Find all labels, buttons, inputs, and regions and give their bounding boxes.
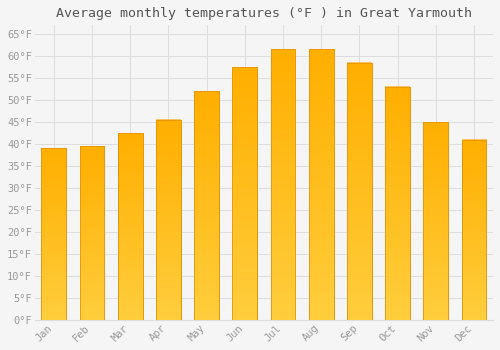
Bar <box>347 63 372 320</box>
Bar <box>80 146 104 320</box>
Bar <box>80 146 104 320</box>
Bar <box>270 49 295 320</box>
Title: Average monthly temperatures (°F ) in Great Yarmouth: Average monthly temperatures (°F ) in Gr… <box>56 7 472 20</box>
Bar <box>232 67 257 320</box>
Bar <box>118 133 142 320</box>
Bar <box>156 120 181 320</box>
Bar <box>309 49 334 320</box>
Bar <box>118 133 142 320</box>
Bar <box>232 67 257 320</box>
Bar <box>462 140 486 320</box>
Bar <box>462 140 486 320</box>
Bar <box>385 87 410 320</box>
Bar <box>385 87 410 320</box>
Bar <box>347 63 372 320</box>
Bar <box>270 49 295 320</box>
Bar <box>424 122 448 320</box>
Bar <box>309 49 334 320</box>
Bar <box>424 122 448 320</box>
Bar <box>42 148 66 320</box>
Bar <box>194 91 219 320</box>
Bar <box>42 148 66 320</box>
Bar <box>156 120 181 320</box>
Bar <box>194 91 219 320</box>
